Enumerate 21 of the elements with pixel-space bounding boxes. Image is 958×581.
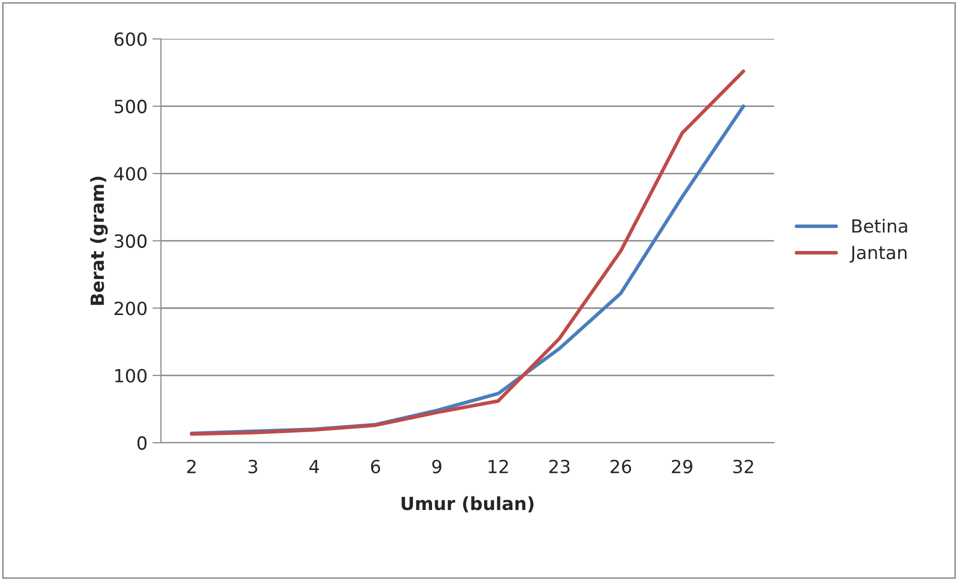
y-axis-title: Berat (gram) xyxy=(90,176,108,305)
x-tick-label: 32 xyxy=(733,460,754,474)
x-tick-label: 12 xyxy=(488,460,508,474)
y-tick-label: 0 xyxy=(137,436,147,450)
legend-label: Betina xyxy=(852,218,908,233)
x-tick-label: 3 xyxy=(248,460,258,474)
y-tick-label: 600 xyxy=(114,32,147,46)
x-tick-label: 6 xyxy=(371,460,380,474)
y-tick-label: 500 xyxy=(114,100,147,114)
x-tick-label: 9 xyxy=(432,460,442,474)
y-tick-label: 100 xyxy=(115,368,147,383)
x-tick-label: 29 xyxy=(672,460,692,474)
y-tick-label: 300 xyxy=(114,234,147,248)
y-tick-label: 200 xyxy=(114,302,147,316)
x-tick-label: 4 xyxy=(309,460,319,474)
x-tick-label: 2 xyxy=(187,460,196,474)
x-axis-title: Umur (bulan) xyxy=(402,496,534,512)
y-tick-label: 400 xyxy=(114,166,147,181)
x-tick-label: 23 xyxy=(549,460,570,474)
legend-label: Jantan xyxy=(850,246,906,263)
x-tick-label: 26 xyxy=(610,460,632,474)
